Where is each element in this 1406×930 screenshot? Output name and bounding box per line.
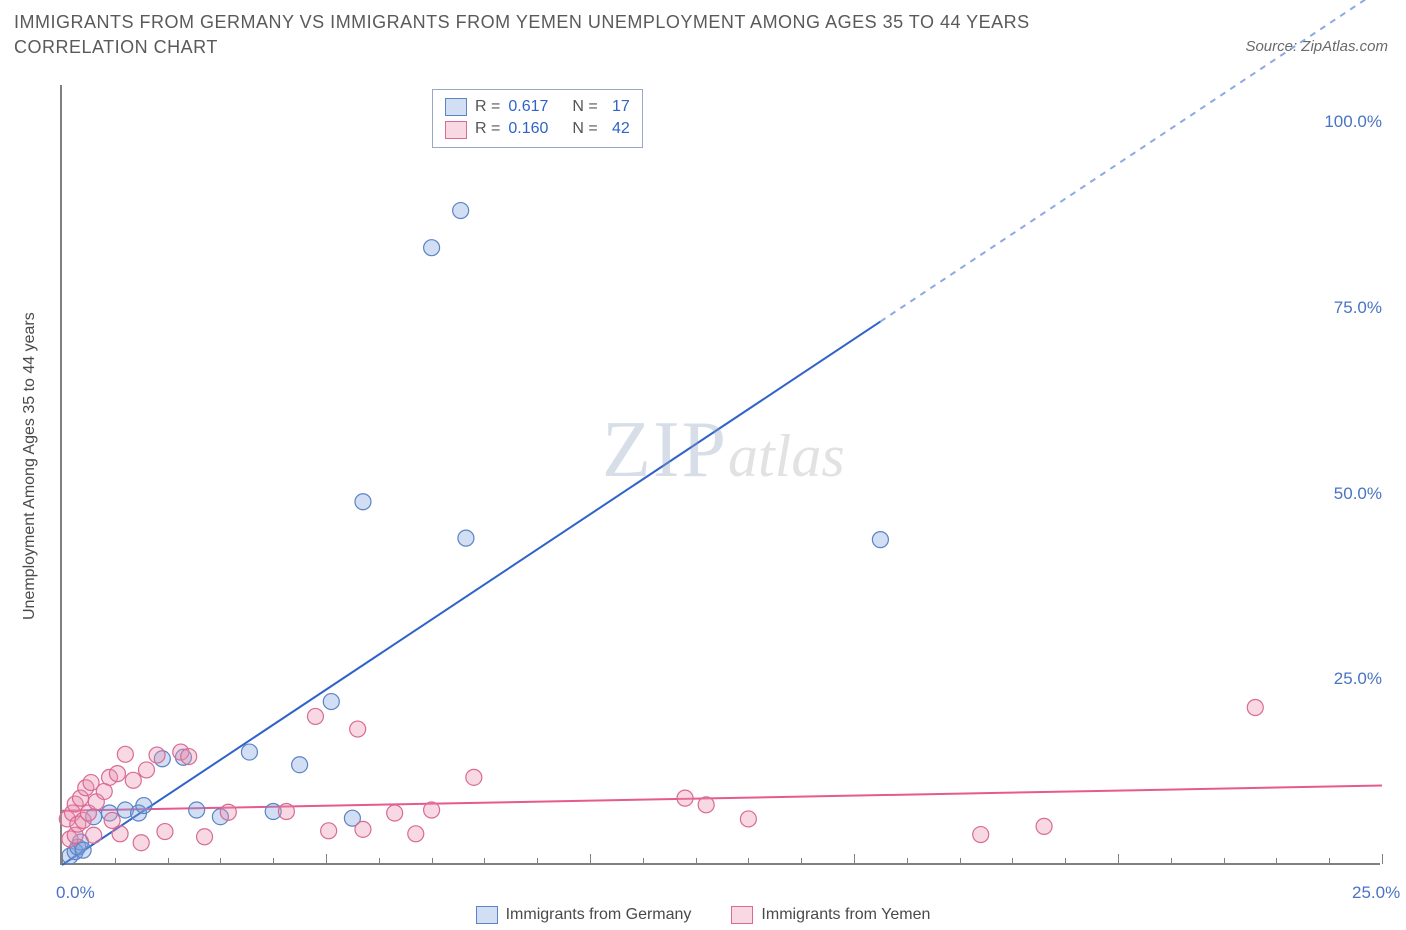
bottom-legend-yemen: Immigrants from Yemen — [761, 906, 930, 924]
chart-title: IMMIGRANTS FROM GERMANY VS IMMIGRANTS FR… — [14, 10, 1114, 60]
bottom-germany-swatch-icon — [476, 906, 498, 924]
x-tick-label: 0.0% — [56, 883, 95, 903]
stat-legend: R = 0.617 N = 17 R = 0.160 N = 42 — [432, 89, 643, 148]
legend-r-value-germany: 0.617 — [508, 96, 548, 118]
yemen-swatch-icon — [445, 121, 467, 139]
bottom-legend: Immigrants from Germany Immigrants from … — [0, 906, 1406, 924]
legend-r-value-yemen: 0.160 — [508, 118, 548, 140]
source-attribution: Source: ZipAtlas.com — [1245, 38, 1388, 55]
chart-svg — [62, 85, 1380, 863]
y-tick-label: 75.0% — [1334, 298, 1382, 318]
germany-swatch-icon — [445, 98, 467, 116]
stat-legend-row-yemen: R = 0.160 N = 42 — [445, 118, 630, 140]
legend-n-label-2: N = — [572, 118, 597, 140]
legend-n-value-yemen: 42 — [606, 118, 630, 140]
y-axis-label: Unemployment Among Ages 35 to 44 years — [21, 320, 39, 620]
stat-legend-row-germany: R = 0.617 N = 17 — [445, 96, 630, 118]
legend-r-label: R = — [475, 96, 500, 118]
legend-n-label: N = — [572, 96, 597, 118]
bottom-yemen-swatch-icon — [731, 906, 753, 924]
y-tick-label: 100.0% — [1324, 112, 1382, 132]
y-tick-label: 25.0% — [1334, 669, 1382, 689]
bottom-legend-germany: Immigrants from Germany — [506, 906, 692, 924]
y-tick-label: 50.0% — [1334, 484, 1382, 504]
x-tick-label: 25.0% — [1352, 883, 1400, 903]
chart-plot-area: R = 0.617 N = 17 R = 0.160 N = 42 ZIPatl… — [60, 85, 1380, 865]
legend-n-value-germany: 17 — [606, 96, 630, 118]
legend-r-label-2: R = — [475, 118, 500, 140]
